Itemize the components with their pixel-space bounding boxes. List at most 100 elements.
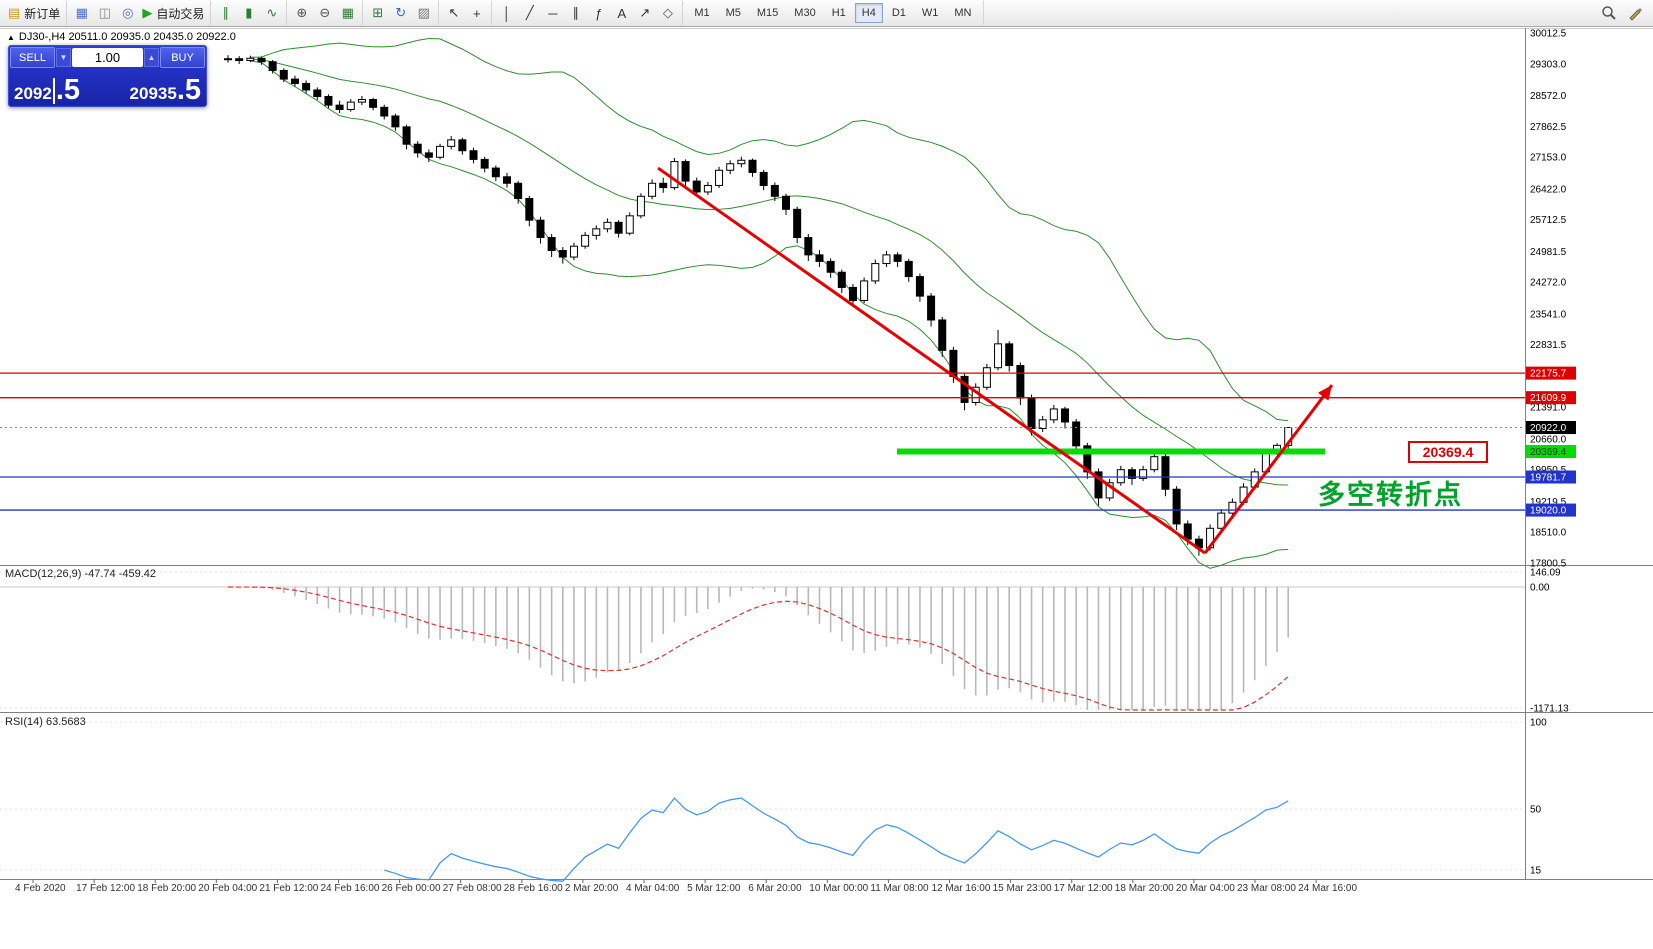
svg-text:27 Feb 08:00: 27 Feb 08:00 [443, 883, 502, 894]
svg-text:146.09: 146.09 [1530, 567, 1561, 578]
zoom-out-button[interactable]: ⊖ [313, 2, 336, 24]
svg-text:20369.4: 20369.4 [1530, 447, 1567, 458]
text-label-button[interactable]: A [610, 2, 633, 24]
macd-signal-line [227, 586, 1289, 711]
trendlines [657, 166, 1334, 555]
fibonacci-button[interactable]: ƒ [587, 2, 610, 24]
trendline-button[interactable]: ╱ [518, 2, 541, 24]
timeframe-m1-button[interactable]: M1 [687, 3, 716, 23]
svg-text:4 Feb 2020: 4 Feb 2020 [15, 883, 66, 894]
support-level-line[interactable] [897, 448, 1325, 455]
toolbar-right [1601, 5, 1651, 21]
crosshair-button[interactable]: + [465, 2, 488, 24]
bollinger-middle [250, 58, 1289, 486]
new-chart-button[interactable]: ⊞ [366, 2, 389, 24]
svg-text:19219.5: 19219.5 [1530, 497, 1567, 508]
horizontal-levels [0, 372, 1525, 511]
community-icon: ◎ [122, 5, 134, 20]
toolbar-group: │ ╱ ─ ∥ ƒ A ↗ ◇ [492, 1, 684, 25]
new-chart-icon: ⊞ [372, 5, 384, 20]
candlestick-mode-button[interactable]: ▮ [237, 2, 260, 24]
svg-text:24272.0: 24272.0 [1530, 278, 1567, 289]
timeframe-h4-button[interactable]: H4 [854, 3, 883, 23]
horizontal-line-button[interactable]: ─ [541, 2, 564, 24]
sell-price[interactable]: 2092.5 [14, 74, 81, 106]
toolbar-icon-groups: ▤ 新订单 ▦ ◫ ◎ ▶ 自动交易 ∥ ▮ ∿ ⊕ ⊖ ▦ ⊞ ↻ ▨ ↖ + │ ╱ ─ ∥ ƒ A ↗ ◇ [2, 0, 684, 26]
svg-text:19781.7: 19781.7 [1530, 473, 1567, 484]
trendline-object[interactable] [657, 166, 1206, 555]
buy-price[interactable]: 20935.5 [129, 74, 201, 106]
data-window-icon: ◫ [98, 5, 111, 20]
zoom-in-icon: ⊕ [296, 5, 308, 20]
trendline-object[interactable] [1203, 384, 1334, 554]
tile-windows-icon: ▦ [341, 5, 354, 20]
price-scale: 30012.5 29303.0 28572.0 27862.5 27153.0 26422… [1526, 29, 1576, 570]
timeframe-w1-button[interactable]: W1 [915, 3, 946, 23]
timeframe-m15-button[interactable]: M15 [750, 3, 785, 23]
chart-template-icon: ▨ [417, 5, 430, 20]
macd-indicator-label: MACD(12,26,9) -47.74 -459.42 [5, 568, 157, 580]
cursor-button[interactable]: ↖ [442, 2, 465, 24]
data-window-button[interactable]: ◫ [93, 2, 116, 24]
arrowhead [1317, 385, 1332, 401]
svg-text:25712.5: 25712.5 [1530, 215, 1567, 226]
svg-text:18510.0: 18510.0 [1530, 528, 1567, 539]
volume-decrease-button[interactable]: ▼ [56, 48, 71, 67]
timeframe-d1-button[interactable]: D1 [885, 3, 913, 23]
turning-point-note[interactable]: 多空转折点 [1318, 480, 1463, 510]
svg-text:29303.0: 29303.0 [1530, 59, 1567, 70]
community-button[interactable]: ◎ [116, 2, 139, 24]
pencil-icon[interactable] [1627, 5, 1643, 21]
arrow-objects-icon: ↗ [639, 5, 651, 20]
volume-increase-button[interactable]: ▲ [144, 48, 159, 67]
chart-template-button[interactable]: ▨ [412, 2, 435, 24]
macd-panel: 146.09 0.00 -1171.13 [0, 567, 1569, 715]
text-label-icon: A [617, 5, 627, 21]
timeframe-mn-button[interactable]: MN [947, 3, 978, 23]
new-order-button[interactable]: ▤ 新订单 [5, 2, 63, 24]
shapes-icon: ◇ [662, 5, 673, 20]
buy-button[interactable]: BUY [160, 47, 205, 68]
tile-windows-button[interactable]: ▦ [336, 2, 359, 24]
svg-text:24 Feb 16:00: 24 Feb 16:00 [321, 883, 380, 894]
svg-text:27153.0: 27153.0 [1530, 153, 1567, 164]
candlestick-series [224, 55, 1293, 556]
new-order-label: 新订单 [24, 6, 61, 21]
svg-text:2 Mar 20:00: 2 Mar 20:00 [565, 883, 619, 894]
bar-chart-mode-button[interactable]: ∥ [214, 2, 237, 24]
candlestick-mode-icon: ▮ [245, 5, 253, 20]
svg-text:26422.0: 26422.0 [1530, 184, 1567, 195]
line-chart-mode-button[interactable]: ∿ [260, 2, 283, 24]
auto-trading-label: 自动交易 [156, 6, 205, 21]
zoom-in-button[interactable]: ⊕ [290, 2, 313, 24]
timeframe-m30-button[interactable]: M30 [787, 3, 822, 23]
svg-text:5 Mar 12:00: 5 Mar 12:00 [687, 883, 741, 894]
chart-cycle-button[interactable]: ↻ [389, 2, 412, 24]
auto-trading-button[interactable]: ▶ 自动交易 [139, 2, 207, 24]
timeframe-m5-button[interactable]: M5 [719, 3, 748, 23]
shapes-button[interactable]: ◇ [656, 2, 679, 24]
search-icon[interactable] [1601, 5, 1617, 21]
volume-input[interactable]: 1.00 [72, 48, 143, 67]
timeframe-h1-button[interactable]: H1 [825, 3, 853, 23]
cursor-icon: ↖ [448, 5, 460, 20]
arrow-objects-button[interactable]: ↗ [633, 2, 656, 24]
text-caret [52, 78, 55, 104]
crosshair-icon: + [473, 5, 481, 21]
timeframe-toolbar: M1 M5 M15 M30 H1 H4 D1 W1 MN [683, 1, 984, 25]
svg-text:26 Feb 00:00: 26 Feb 00:00 [382, 883, 441, 894]
sell-button[interactable]: SELL [10, 47, 55, 68]
market-watch-button[interactable]: ▦ [70, 2, 93, 24]
equidistant-channel-button[interactable]: ∥ [564, 2, 587, 24]
level-price-annotation[interactable]: 20369.4 [1408, 441, 1488, 463]
bollinger-lower [250, 60, 1289, 569]
top-toolbar: ▤ 新订单 ▦ ◫ ◎ ▶ 自动交易 ∥ ▮ ∿ ⊕ ⊖ ▦ ⊞ ↻ ▨ ↖ + │ ╱ ─ ∥ ƒ A ↗ ◇ M1 M5 M15 M… [0, 0, 1653, 27]
new-order-icon: ▤ [8, 5, 21, 20]
svg-text:12 Mar 16:00: 12 Mar 16:00 [932, 883, 991, 894]
svg-text:17 Mar 12:00: 17 Mar 12:00 [1054, 883, 1113, 894]
vertical-line-button[interactable]: │ [495, 2, 518, 24]
trade-panel-top-row: SELL ▼ 1.00 ▲ BUY [9, 46, 206, 69]
bollinger-bands [250, 38, 1289, 569]
svg-text:27862.5: 27862.5 [1530, 122, 1567, 133]
